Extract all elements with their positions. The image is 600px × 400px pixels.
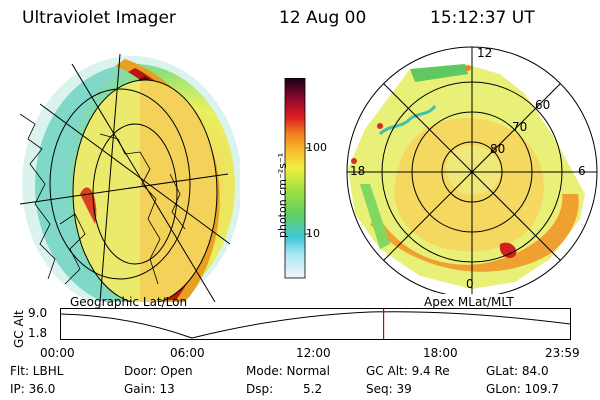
mlt-label-dawn: 6 [578, 164, 586, 178]
gc-alt-xtick-1200: 12:00 [296, 346, 331, 360]
info-gain: Gain: 13 [124, 382, 175, 396]
info-filter: Flt: LBHL [10, 364, 64, 378]
info-gc-alt: GC Alt: 9.4 Re [366, 364, 450, 378]
colorbar-tick-100: 100 [306, 141, 327, 154]
mlt-label-dusk: 18 [350, 164, 366, 178]
info-glon: GLon: 109.7 [486, 382, 559, 396]
info-glat: GLat: 84.0 [486, 364, 549, 378]
colorbar-tick-10: 10 [306, 227, 320, 240]
colorbar-unit-label: photon cm⁻²s⁻¹ [276, 152, 289, 238]
gc-alt-xtick-0600: 06:00 [170, 346, 205, 360]
mlt-label-midnight: 0 [466, 277, 474, 291]
info-dsp-value: 5.2 [303, 382, 323, 396]
gc-alt-xtick-0000: 00:00 [40, 346, 75, 360]
gc-alt-ytick-low: 1.8 [28, 326, 48, 340]
mlat-label-80: 80 [490, 142, 506, 156]
info-ip: IP: 36.0 [10, 382, 56, 396]
mlat-label-70: 70 [512, 120, 528, 134]
info-door: Door: Open [124, 364, 193, 378]
instrument-title: Ultraviolet Imager [22, 8, 176, 28]
gc-alt-xtick-2359: 23:59 [545, 346, 580, 360]
info-dsp-label: Dsp: [246, 382, 274, 396]
info-seq: Seq: 39 [366, 382, 412, 396]
apex-polar-image [346, 46, 598, 294]
gc-alt-plot [60, 308, 571, 340]
mlat-label-60: 60 [535, 98, 551, 112]
time-label: 15:12:37 UT [430, 8, 535, 28]
geographic-panel-label: Geographic Lat/Lon [70, 295, 188, 309]
apex-panel-label: Apex MLat/MLT [424, 295, 514, 309]
geographic-image [19, 53, 240, 302]
info-mode: Mode: Normal [246, 364, 330, 378]
date-label: 12 Aug 00 [279, 8, 367, 28]
mlt-label-noon: 12 [477, 46, 493, 60]
gc-alt-ylabel: GC Alt [12, 310, 26, 348]
gc-alt-ytick-high: 9.0 [28, 306, 48, 320]
colorbar [284, 78, 309, 279]
gc-alt-xtick-1800: 18:00 [423, 346, 458, 360]
